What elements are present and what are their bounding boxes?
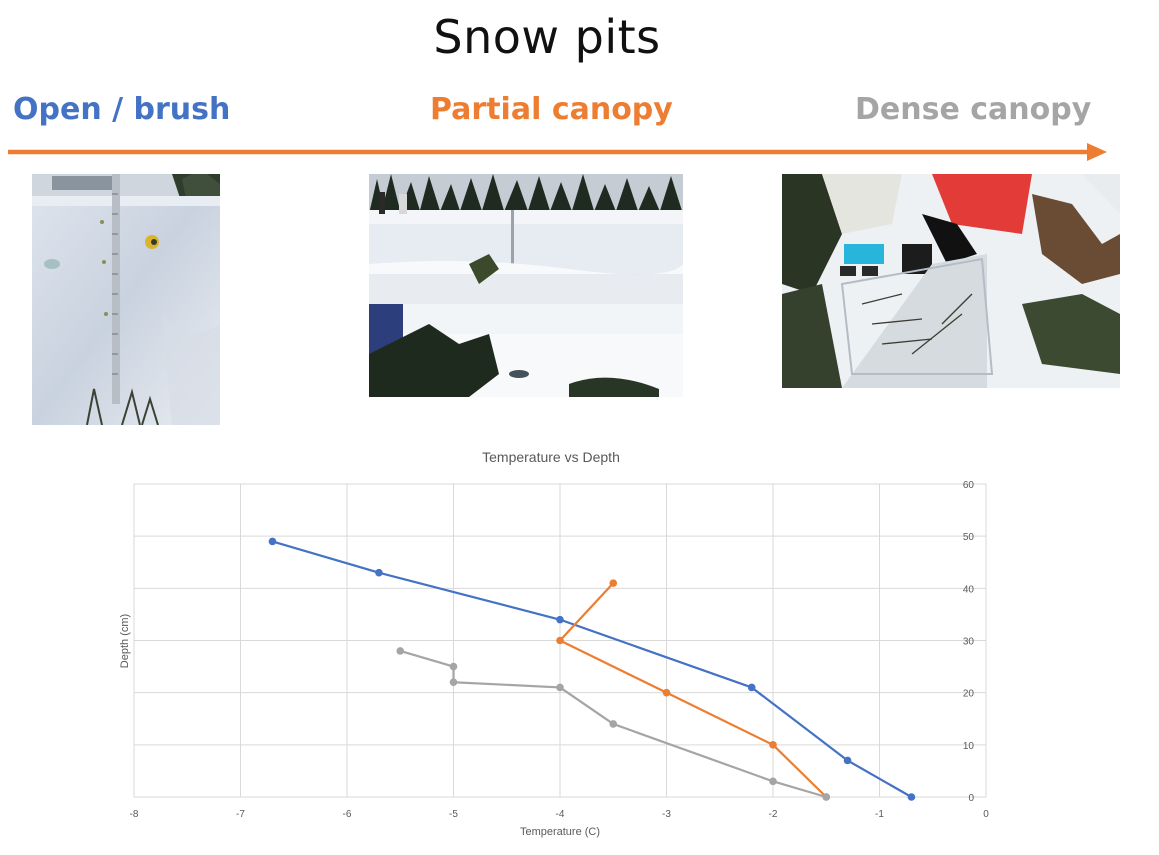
- data-point: [907, 793, 916, 801]
- data-point: [375, 568, 383, 577]
- data-point: [268, 537, 277, 546]
- category-label-dense: Dense canopy: [855, 92, 1092, 127]
- y-axis-title: Depth (cm): [119, 614, 131, 668]
- x-tick-label: -1: [875, 809, 884, 820]
- chart-series: [268, 537, 916, 801]
- x-tick-label: -4: [556, 809, 565, 820]
- x-tick-label: -5: [449, 809, 458, 820]
- category-label-open: Open / brush: [13, 92, 231, 127]
- series-line: [558, 582, 828, 798]
- x-tick-label: -6: [343, 809, 352, 820]
- temperature-depth-chart: Temperature vs Depth -8 -7 -6 -5 -4 -3 -2 -1 0 0…: [119, 449, 990, 838]
- series-1: [268, 537, 916, 801]
- series-2: [556, 579, 831, 801]
- data-point: [609, 720, 618, 728]
- data-point: [556, 683, 564, 692]
- y-tick-label: 60: [963, 480, 975, 491]
- y-tick-label: 20: [963, 689, 975, 700]
- data-point: [747, 683, 756, 692]
- data-point: [843, 756, 852, 765]
- y-tick-label: 10: [963, 741, 975, 752]
- slide-title: Snow pits: [433, 10, 661, 64]
- category-label-partial: Partial canopy: [430, 92, 673, 127]
- x-tick-label: -7: [236, 809, 245, 820]
- data-point: [769, 741, 777, 749]
- data-point: [822, 793, 831, 801]
- photo-partial-snow-pit: [369, 174, 683, 397]
- y-tick-label: 30: [963, 637, 975, 648]
- y-tick-label: 0: [968, 793, 974, 804]
- x-tick-label: -2: [769, 809, 778, 820]
- data-point: [769, 777, 777, 786]
- data-point: [556, 636, 564, 645]
- data-point: [449, 678, 458, 687]
- y-tick-label: 40: [963, 584, 975, 595]
- x-axis-title: Temperature (C): [520, 826, 600, 838]
- data-point: [662, 688, 671, 697]
- x-tick-label: -3: [662, 809, 671, 820]
- x-axis-ticks: -8 -7 -6 -5 -4 -3 -2 -1 0: [130, 809, 990, 820]
- data-point: [396, 647, 405, 655]
- x-tick-label: -8: [130, 809, 139, 820]
- series-line: [272, 540, 912, 798]
- data-point: [449, 662, 458, 671]
- photo-dense-snow-pit: [782, 174, 1120, 388]
- photo-open-snow-pit: [32, 174, 220, 425]
- y-axis-ticks: 0 10 20 30 40 50 60: [963, 480, 975, 804]
- data-point: [609, 579, 618, 587]
- canopy-gradient-arrow: [8, 143, 1107, 161]
- series-3: [396, 647, 831, 801]
- chart-title: Temperature vs Depth: [482, 449, 620, 465]
- y-tick-label: 50: [963, 532, 975, 543]
- x-tick-label: 0: [983, 809, 989, 820]
- data-point: [556, 615, 564, 624]
